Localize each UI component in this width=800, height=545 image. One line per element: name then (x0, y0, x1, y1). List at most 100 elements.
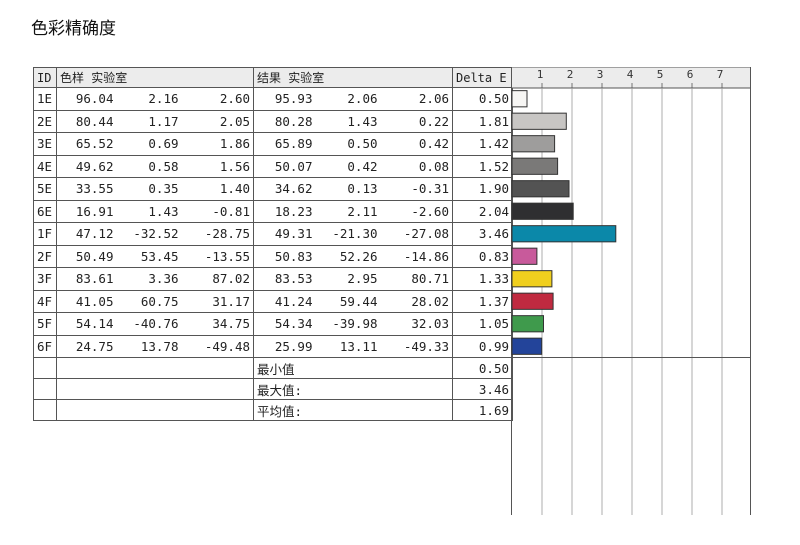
result-l: 65.89 (253, 132, 316, 156)
summary-label: 平均值: (253, 399, 453, 421)
sample-a: 0.35 (116, 177, 182, 201)
summary-blank (56, 357, 254, 379)
row-id: 6F (33, 334, 57, 358)
header-result: 结果 实验室 (253, 67, 453, 88)
delta-e-value: 1.37 (452, 289, 513, 313)
result-b: -49.33 (380, 334, 453, 358)
summary-blank (56, 399, 254, 421)
result-l: 50.07 (253, 154, 316, 178)
sample-l: 50.49 (56, 244, 117, 268)
result-l: 80.28 (253, 109, 316, 133)
row-id: 1F (33, 222, 57, 246)
result-a: 0.50 (315, 132, 381, 156)
result-b: 2.06 (380, 87, 453, 111)
result-b: -27.08 (380, 222, 453, 246)
sample-b: 2.05 (181, 109, 254, 133)
delta-e-bar-chart: 1 2 3 4 5 6 7 (511, 67, 751, 515)
sample-l: 16.91 (56, 199, 117, 223)
sample-a: 1.43 (116, 199, 182, 223)
summary-value: 0.50 (452, 357, 513, 379)
result-a: -21.30 (315, 222, 381, 246)
page-title: 色彩精确度 (31, 19, 116, 39)
result-a: 59.44 (315, 289, 381, 313)
result-b: 0.22 (380, 109, 453, 133)
result-b: 80.71 (380, 267, 453, 291)
result-l: 95.93 (253, 87, 316, 111)
result-l: 50.83 (253, 244, 316, 268)
delta-e-bar (511, 315, 544, 333)
sample-l: 80.44 (56, 109, 117, 133)
sample-b: -0.81 (181, 199, 254, 223)
result-b: 28.02 (380, 289, 453, 313)
table-row: 5E 33.55 0.35 1.40 34.62 0.13 -0.31 1.90 (33, 177, 513, 201)
delta-e-bar (511, 292, 554, 310)
x-tick-label: 3 (597, 68, 604, 81)
summary-value: 3.46 (452, 378, 513, 400)
row-id: 4F (33, 289, 57, 313)
result-a: 52.26 (315, 244, 381, 268)
summary-blank (56, 378, 254, 400)
sample-l: 33.55 (56, 177, 117, 201)
sample-l: 41.05 (56, 289, 117, 313)
table-row: 6E 16.91 1.43 -0.81 18.23 2.11 -2.60 2.04 (33, 199, 513, 223)
row-id: 6E (33, 199, 57, 223)
sample-a: 60.75 (116, 289, 182, 313)
delta-e-value: 2.04 (452, 199, 513, 223)
delta-e-value: 0.83 (452, 244, 513, 268)
result-l: 54.34 (253, 312, 316, 336)
x-tick-label: 5 (657, 68, 664, 81)
result-l: 83.53 (253, 267, 316, 291)
result-a: 2.95 (315, 267, 381, 291)
table-row: 4E 49.62 0.58 1.56 50.07 0.42 0.08 1.52 (33, 154, 513, 178)
header-id: ID (33, 67, 57, 88)
summary-row: 最大值: 3.46 (33, 378, 513, 400)
delta-e-value: 3.46 (452, 222, 513, 246)
summary-row: 平均值: 1.69 (33, 399, 513, 421)
table-row: 2F 50.49 53.45 -13.55 50.83 52.26 -14.86 0.83 (33, 244, 513, 268)
sample-a: 2.16 (116, 87, 182, 111)
result-a: 2.11 (315, 199, 381, 223)
delta-e-bar (511, 180, 570, 198)
table-row: 1F 47.12 -32.52 -28.75 49.31 -21.30 -27.08 3.46 (33, 222, 513, 246)
result-a: 2.06 (315, 87, 381, 111)
header-row: ID 色样 实验室 结果 实验室 Delta E (33, 67, 513, 88)
summary-blank (33, 357, 57, 379)
summary-row: 最小值 0.50 (33, 357, 513, 379)
sample-b: 1.56 (181, 154, 254, 178)
x-tick-label: 6 (687, 68, 694, 81)
x-tick-label: 2 (567, 68, 574, 81)
result-b: -2.60 (380, 199, 453, 223)
delta-e-value: 1.33 (452, 267, 513, 291)
row-id: 5E (33, 177, 57, 201)
sample-l: 83.61 (56, 267, 117, 291)
result-l: 49.31 (253, 222, 316, 246)
sample-b: -28.75 (181, 222, 254, 246)
row-id: 2E (33, 109, 57, 133)
x-tick-label: 7 (717, 68, 724, 81)
row-id: 1E (33, 87, 57, 111)
sample-b: -13.55 (181, 244, 254, 268)
delta-e-value: 0.50 (452, 87, 513, 111)
result-a: 0.13 (315, 177, 381, 201)
sample-l: 54.14 (56, 312, 117, 336)
table-row: 3E 65.52 0.69 1.86 65.89 0.50 0.42 1.42 (33, 132, 513, 156)
summary-value: 1.69 (452, 399, 513, 421)
table-row: 3F 83.61 3.36 87.02 83.53 2.95 80.71 1.33 (33, 267, 513, 291)
summary-blank (33, 378, 57, 400)
sample-b: 2.60 (181, 87, 254, 111)
result-a: 0.42 (315, 154, 381, 178)
sample-b: 87.02 (181, 267, 254, 291)
result-l: 25.99 (253, 334, 316, 358)
result-l: 41.24 (253, 289, 316, 313)
sample-l: 96.04 (56, 87, 117, 111)
color-accuracy-table: ID 色样 实验室 结果 实验室 Delta E 1E 96.04 2.16 2.60… (33, 67, 513, 421)
summary-label: 最大值: (253, 378, 453, 400)
result-a: 1.43 (315, 109, 381, 133)
sample-a: 53.45 (116, 244, 182, 268)
table-row: 4F 41.05 60.75 31.17 41.24 59.44 28.02 1.37 (33, 289, 513, 313)
table-row: 1E 96.04 2.16 2.60 95.93 2.06 2.06 0.50 (33, 87, 513, 111)
delta-e-bar (511, 337, 543, 355)
sample-a: 13.78 (116, 334, 182, 358)
row-id: 3F (33, 267, 57, 291)
delta-e-bar (511, 90, 528, 108)
